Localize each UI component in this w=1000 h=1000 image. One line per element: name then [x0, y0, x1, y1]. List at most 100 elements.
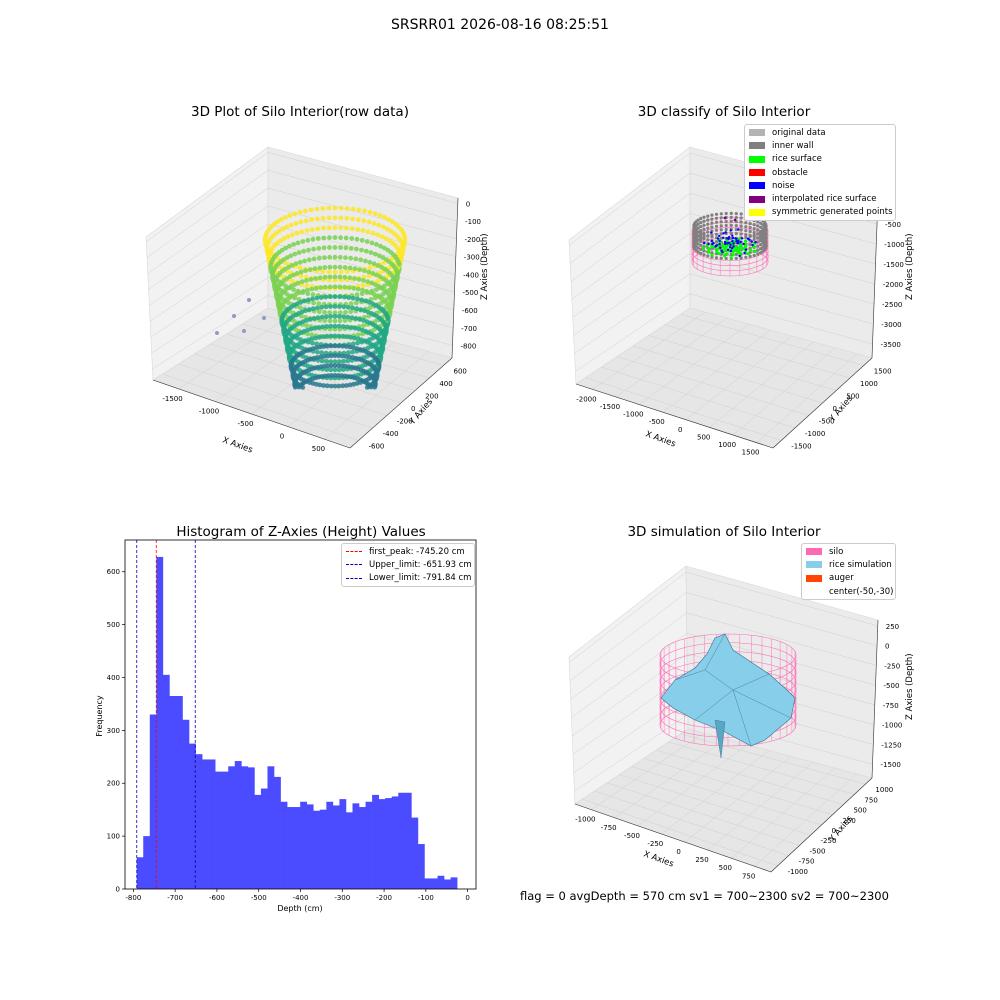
noise-point [720, 249, 723, 252]
panel2-legend: original data inner wall rice surface obsta… [744, 124, 896, 222]
panel2-title: 3D classify of Silo Interior [637, 104, 811, 120]
inner-wall-point [729, 211, 733, 215]
data-point [350, 295, 356, 301]
noise-point [718, 234, 721, 238]
legend-label: symmetric generated points [772, 207, 893, 218]
data-point [304, 278, 309, 283]
data-point [315, 226, 321, 232]
data-point [359, 291, 365, 297]
legend-item: center(-50,-30) [802, 585, 895, 598]
inner-wall-point [744, 225, 748, 229]
histogram-bar [189, 743, 196, 889]
data-point [279, 217, 284, 222]
data-point [344, 269, 350, 274]
data-point [294, 230, 300, 236]
data-point [347, 382, 353, 388]
noise-point [714, 245, 717, 248]
panel2-xlabel: X Axies [644, 429, 677, 449]
inner-wall-point [759, 251, 763, 255]
data-point [371, 221, 377, 226]
data-point [322, 255, 327, 261]
data-point [352, 276, 357, 281]
data-point [340, 383, 346, 389]
panel-grid-line [617, 356, 809, 416]
data-point [317, 344, 323, 350]
data-point [382, 334, 387, 340]
data-point [341, 304, 347, 310]
x-tick-label: -700 [167, 894, 183, 902]
rice-surface-point [721, 245, 725, 249]
panel3-ylabel: Frequency [95, 695, 104, 737]
data-point [337, 264, 343, 270]
noise-point [748, 238, 751, 241]
inner-wall-point [729, 215, 733, 219]
inner-wall-point [756, 232, 760, 236]
data-point [298, 299, 304, 305]
noise-point [727, 241, 730, 245]
interpolated-point [723, 216, 727, 220]
rice-surface-point [710, 253, 714, 257]
data-point [317, 265, 323, 271]
panel-grid-line [573, 253, 875, 336]
data-point [308, 326, 314, 332]
data-point [291, 242, 296, 247]
legend-label: silo [829, 546, 844, 557]
data-point [389, 219, 395, 224]
histogram-bar [339, 799, 347, 889]
panel-grid-line [569, 571, 878, 663]
legend-swatch [749, 182, 765, 190]
panel-grid-line [574, 273, 874, 354]
data-point [328, 304, 333, 309]
data-point [365, 229, 371, 235]
data-point [393, 280, 398, 285]
noise-point [722, 236, 725, 239]
rice-surface-point [701, 246, 705, 250]
data-point [313, 276, 318, 281]
data-point [324, 383, 330, 389]
data-point [299, 279, 305, 284]
inner-wall-point [759, 225, 763, 229]
inner-wall-point [761, 249, 765, 253]
inner-wall-point [696, 234, 700, 238]
x-tick-label: -1000 [575, 816, 595, 824]
data-point [376, 253, 382, 259]
data-point [370, 230, 376, 236]
noise-point [716, 237, 720, 240]
panel3-plot: -800 -700 -600 -500 -400 -300 -200 -100 0 0 100 20… [95, 539, 477, 913]
y-tick-label: 200 [107, 780, 120, 788]
legend-label: first_peak: -745.20 cm [369, 546, 465, 557]
data-point [297, 290, 302, 296]
data-point [302, 298, 307, 304]
inner-wall-point [696, 218, 700, 222]
noise-point [731, 247, 734, 250]
noise-point [738, 254, 741, 258]
data-point [377, 213, 383, 218]
inner-wall-point [739, 216, 743, 220]
data-point [362, 208, 367, 214]
panel-grid-line [632, 345, 823, 404]
data-point [324, 358, 329, 364]
histogram-bar [326, 801, 334, 889]
data-point [369, 240, 375, 246]
y-tick-label: 300 [107, 727, 120, 735]
inner-wall-point [714, 228, 719, 232]
noise-point [735, 237, 738, 241]
inner-wall-point [710, 221, 714, 225]
inner-wall-point [710, 225, 714, 229]
data-point [353, 256, 359, 262]
z-tick-label: -500 [884, 682, 900, 690]
data-point [332, 363, 338, 368]
inner-wall-point [764, 238, 768, 242]
rice-surface-point [731, 253, 735, 257]
data-point [402, 234, 408, 240]
inner-wall-point [756, 252, 760, 256]
z-tick-label: -750 [883, 702, 899, 710]
data-point [327, 274, 333, 280]
y-tick-label: 750 [864, 796, 877, 804]
data-point [286, 264, 291, 270]
y-tick-label: 0 [411, 405, 415, 413]
legend-swatch [749, 208, 765, 216]
data-point [344, 215, 350, 221]
data-point [314, 206, 320, 212]
z-tick-label: -400 [463, 271, 479, 279]
